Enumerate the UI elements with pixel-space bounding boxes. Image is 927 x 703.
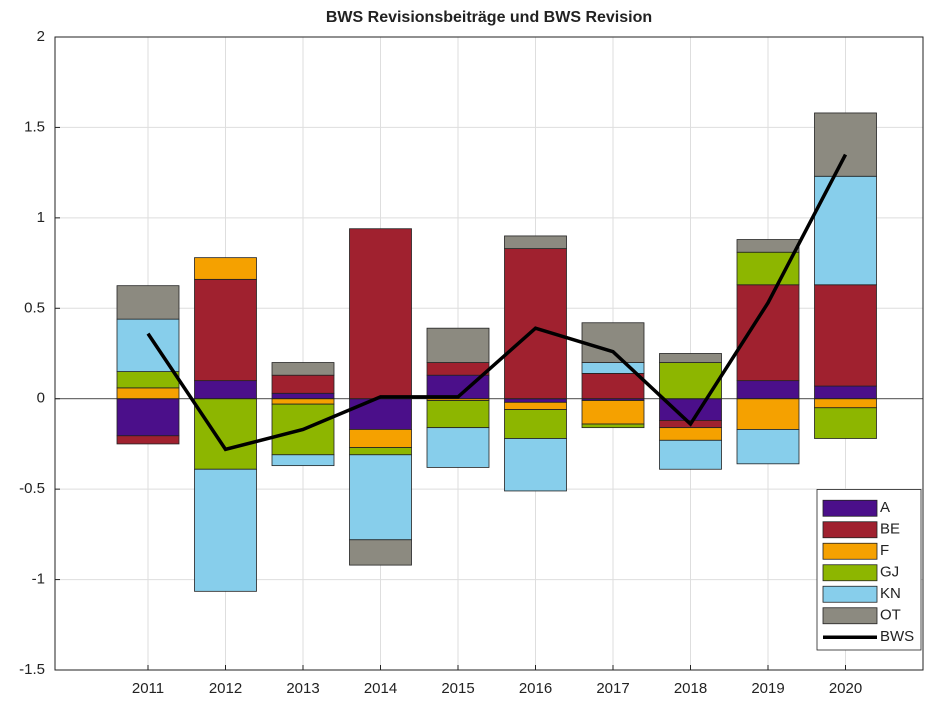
x-tick-label: 2017	[596, 680, 629, 697]
legend-label: KN	[880, 585, 901, 602]
chart-title: BWS Revisionsbeiträge und BWS Revision	[326, 9, 652, 26]
x-tick-label: 2016	[519, 680, 552, 697]
x-tick-label: 2012	[209, 680, 242, 697]
bar	[349, 447, 412, 456]
bar	[194, 380, 257, 400]
y-tick-label: 1.5	[24, 118, 45, 135]
x-tick-label: 2011	[132, 680, 164, 697]
bar	[349, 228, 412, 400]
bar	[581, 322, 645, 363]
legend-swatch	[822, 564, 878, 582]
bar	[736, 429, 800, 465]
legend-swatch	[822, 542, 878, 560]
bar	[736, 239, 800, 253]
bar	[271, 374, 335, 394]
bar	[194, 257, 257, 280]
y-tick-label: 0.5	[24, 299, 45, 316]
x-tick-label: 2013	[286, 680, 319, 697]
bar	[116, 285, 180, 320]
bar	[271, 398, 335, 405]
bar	[736, 398, 800, 430]
bar	[814, 284, 877, 387]
line	[146, 153, 848, 452]
bar	[736, 380, 800, 400]
bar	[194, 398, 257, 470]
y-tick-label: 2	[37, 28, 45, 45]
bar	[116, 371, 180, 389]
bar	[271, 454, 335, 467]
y-tick-label: -1	[32, 571, 45, 588]
bar	[814, 407, 877, 439]
bar	[504, 401, 567, 410]
x-tick-label: 2019	[751, 680, 784, 697]
bar	[581, 400, 645, 425]
bar	[504, 398, 567, 403]
bar	[116, 435, 180, 445]
bar	[581, 372, 645, 400]
legend-swatch	[822, 585, 878, 603]
bar	[271, 392, 335, 400]
bar	[194, 278, 257, 382]
y-tick-label: -0.5	[19, 480, 45, 497]
x-tick-label: 2018	[674, 680, 707, 697]
bar	[426, 427, 490, 468]
bar	[659, 439, 722, 470]
bar	[814, 398, 877, 409]
bar	[194, 468, 257, 592]
bar	[504, 235, 567, 250]
legend-label: F	[880, 542, 889, 559]
y-tick-label: -1.5	[19, 661, 45, 678]
bar	[349, 429, 412, 448]
legend-label: GJ	[880, 564, 899, 581]
y-tick-label: 1	[37, 209, 45, 226]
bar	[504, 438, 567, 492]
bar	[426, 362, 490, 376]
plot-frame	[54, 36, 924, 671]
legend-label: A	[880, 499, 890, 516]
y-tick-label: 0	[37, 390, 45, 407]
bar	[659, 353, 722, 363]
bar	[814, 385, 877, 400]
legend-label: OT	[880, 607, 901, 624]
legend-swatch	[822, 521, 878, 539]
bar	[736, 251, 800, 286]
bar	[581, 423, 645, 429]
legend-label: BE	[880, 521, 900, 538]
bar	[349, 539, 412, 566]
x-tick-label: 2015	[441, 680, 474, 697]
bar	[504, 409, 567, 439]
bar	[426, 400, 490, 429]
bar	[271, 362, 335, 376]
bar	[349, 454, 412, 541]
bar	[349, 398, 412, 430]
legend-swatch	[822, 607, 878, 625]
legend-swatch	[822, 499, 878, 517]
bar	[814, 112, 877, 177]
bar	[659, 427, 722, 441]
bar	[426, 327, 490, 363]
legend-label: BWS	[880, 628, 914, 645]
bar	[116, 398, 180, 437]
bar	[504, 248, 567, 400]
x-tick-label: 2014	[364, 680, 397, 697]
bar	[116, 387, 180, 400]
x-tick-label: 2020	[829, 680, 862, 697]
